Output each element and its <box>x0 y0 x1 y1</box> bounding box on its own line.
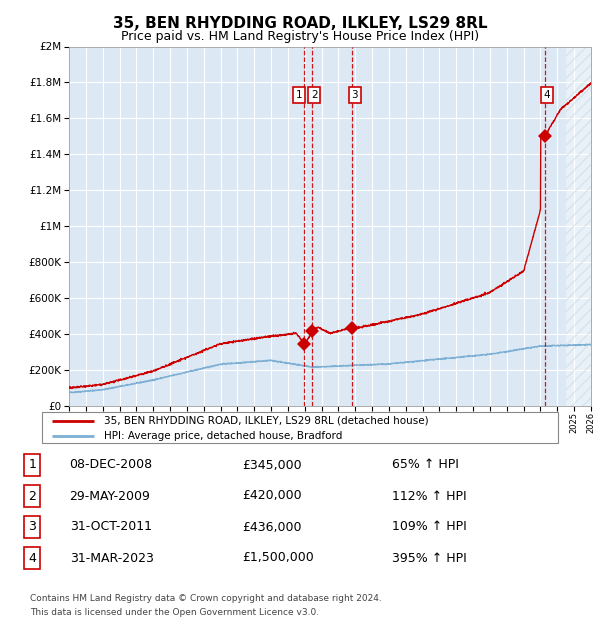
Text: 109% ↑ HPI: 109% ↑ HPI <box>392 521 467 533</box>
Text: 1: 1 <box>296 90 302 100</box>
Text: 31-OCT-2011: 31-OCT-2011 <box>70 521 152 533</box>
FancyBboxPatch shape <box>42 412 558 443</box>
Text: 29-MAY-2009: 29-MAY-2009 <box>70 490 151 502</box>
Text: £1,500,000: £1,500,000 <box>242 552 314 564</box>
Text: Contains HM Land Registry data © Crown copyright and database right 2024.: Contains HM Land Registry data © Crown c… <box>30 594 382 603</box>
Text: 112% ↑ HPI: 112% ↑ HPI <box>392 490 467 502</box>
Text: 31-MAR-2023: 31-MAR-2023 <box>70 552 154 564</box>
Bar <box>566 46 591 406</box>
Text: 395% ↑ HPI: 395% ↑ HPI <box>392 552 467 564</box>
Text: Price paid vs. HM Land Registry's House Price Index (HPI): Price paid vs. HM Land Registry's House … <box>121 30 479 43</box>
Text: 3: 3 <box>352 90 358 100</box>
Text: 1: 1 <box>28 459 36 471</box>
Text: £436,000: £436,000 <box>242 521 302 533</box>
Text: 4: 4 <box>28 552 36 564</box>
Text: 3: 3 <box>28 521 36 533</box>
Text: 08-DEC-2008: 08-DEC-2008 <box>70 459 153 471</box>
Text: £420,000: £420,000 <box>242 490 302 502</box>
Text: 65% ↑ HPI: 65% ↑ HPI <box>392 459 459 471</box>
Text: 35, BEN RHYDDING ROAD, ILKLEY, LS29 8RL: 35, BEN RHYDDING ROAD, ILKLEY, LS29 8RL <box>113 16 487 31</box>
Text: 4: 4 <box>544 90 551 100</box>
Text: 35, BEN RHYDDING ROAD, ILKLEY, LS29 8RL (detached house): 35, BEN RHYDDING ROAD, ILKLEY, LS29 8RL … <box>104 415 428 426</box>
Text: HPI: Average price, detached house, Bradford: HPI: Average price, detached house, Brad… <box>104 430 342 441</box>
Text: 2: 2 <box>311 90 317 100</box>
Text: £345,000: £345,000 <box>242 459 302 471</box>
Text: This data is licensed under the Open Government Licence v3.0.: This data is licensed under the Open Gov… <box>30 608 319 617</box>
Text: 2: 2 <box>28 490 36 502</box>
